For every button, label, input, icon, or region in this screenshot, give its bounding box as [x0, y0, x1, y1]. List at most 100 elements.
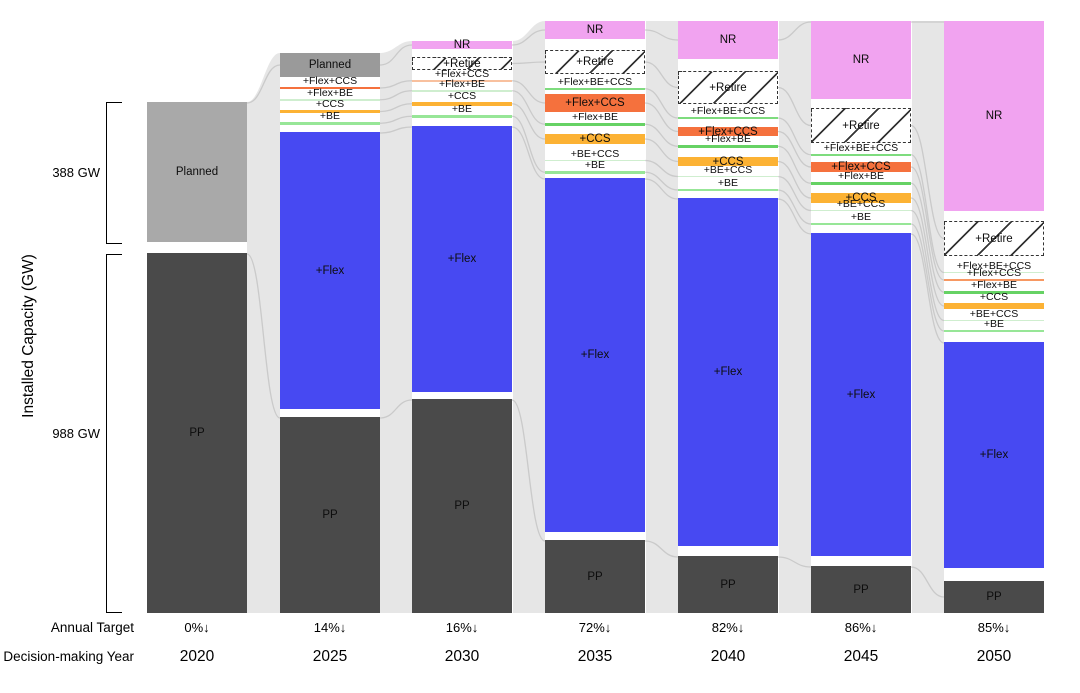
- capacity-988-label: 988 GW: [52, 426, 100, 441]
- segment-2025-flex-be: [280, 99, 380, 101]
- segment-2030-nr: NR: [412, 39, 512, 51]
- segment-2020-pp: PP: [147, 253, 247, 613]
- flow-ribbon-1: [380, 41, 412, 613]
- segment-2025-flex-ccs: [280, 87, 380, 89]
- annual-target-2035: 72%↓: [578, 620, 612, 635]
- segment-2030-ccs: [412, 102, 512, 106]
- segment-label-2025-flex-be: +Flex+BE: [306, 87, 354, 99]
- flow-2025-2030-flex-be: [379, 90, 413, 101]
- segment-2035-ccs: +CCS: [545, 133, 645, 145]
- bracket-388gw: [106, 102, 122, 244]
- flow-2030-2035-pp: [511, 399, 546, 542]
- segment-label-2050-be: +BE: [983, 318, 1005, 330]
- segment-2045-ccs: +CCS: [811, 192, 911, 204]
- flow-2035-2040-flex-ccs: [644, 102, 679, 133]
- decision-year-row-label: Decision-making Year: [3, 649, 134, 664]
- annual-target-2025: 14%↓: [313, 620, 347, 635]
- flow-2040-2045-retire: [777, 86, 812, 127]
- segment-label-2040-be-ccs: +BE+CCS: [703, 164, 753, 176]
- flow-2030-2035-retire: [511, 61, 546, 65]
- segment-label-2025-be: +BE: [319, 110, 341, 122]
- segment-label-2030-be: +BE: [451, 103, 473, 115]
- flow-ribbon-3: [646, 21, 678, 613]
- flow-2040-2045-flex-ccs: [777, 130, 812, 168]
- segment-2045-flex: +Flex: [811, 233, 911, 556]
- flow-2045-2050-pp: [910, 566, 945, 598]
- segment-label-2035-be: +BE: [584, 159, 606, 171]
- annual-target-2030: 16%↓: [445, 620, 479, 635]
- segment-2025-flex: +Flex: [280, 132, 380, 409]
- segment-label-2050-be-ccs: +BE+CCS: [969, 308, 1019, 320]
- segment-2035-flex-be-ccs: [545, 88, 645, 90]
- capacity-388-label: 388 GW: [52, 165, 100, 180]
- segment-2025-planned: Planned: [280, 53, 380, 77]
- segment-label-2045-be-ccs: +BE+CCS: [836, 198, 886, 210]
- annual-target-row-label: Annual Target: [50, 620, 134, 635]
- flow-2035-2040-be-ccs: [644, 159, 679, 178]
- segment-2045-flex-be-ccs: [811, 154, 911, 156]
- segment-2050-flex-ccs: [944, 279, 1044, 281]
- flow-2040-2045-be: [777, 189, 812, 225]
- segment-label-2035-flex-be-ccs: +Flex+BE+CCS: [557, 76, 633, 88]
- segment-2050-be: [944, 330, 1044, 332]
- segment-2045-pp: PP: [811, 566, 911, 613]
- segment-label-2050-flex-be-ccs: +Flex+BE+CCS: [956, 260, 1032, 272]
- segment-label-2030-flex-ccs: +Flex+CCS: [434, 68, 490, 80]
- annual-target-2040: 82%↓: [711, 620, 745, 635]
- segment-2030-pp: PP: [412, 399, 512, 613]
- segment-2050-be-ccs: [944, 320, 1044, 321]
- flow-2025-2030-planned: [379, 44, 413, 66]
- segment-label-2050-flex-ccs: +Flex+CCS: [966, 267, 1022, 279]
- decision-year-2040: 2040: [710, 648, 746, 665]
- segment-2035-flex: +Flex: [545, 178, 645, 532]
- segment-2050-ccs: [944, 303, 1044, 309]
- segment-label-2040-flex-be: +Flex+BE: [704, 133, 752, 145]
- segment-2045-be: [811, 223, 911, 225]
- segment-2035-pp: PP: [545, 540, 645, 613]
- bracket-988gw: [106, 254, 122, 613]
- segment-label-2025-flex-ccs: +Flex+CCS: [302, 75, 358, 87]
- segment-2040-flex-be: [678, 145, 778, 148]
- segment-2040-nr: NR: [678, 21, 778, 59]
- segment-label-2030-ccs: +CCS: [447, 90, 477, 102]
- flow-2030-2035-ccs: [511, 103, 546, 140]
- flow-2025-2030-ccs: [379, 103, 413, 113]
- segment-2025-ccs: [280, 110, 380, 113]
- segment-2035-be-ccs: [545, 160, 645, 161]
- segment-2030-flex: +Flex: [412, 126, 512, 392]
- segment-2045-nr: NR: [811, 21, 911, 99]
- segment-2045-be-ccs: [811, 210, 911, 211]
- segment-2030-flex-be: [412, 90, 512, 92]
- flow-2035-2040-pp: [644, 540, 679, 558]
- segment-2040-ccs: +CCS: [678, 156, 778, 168]
- flow-2030-2035-flex-be: [511, 90, 546, 125]
- flow-2035-2040-flex-be-ccs: [644, 88, 679, 119]
- segment-label-2050-ccs: +CCS: [979, 291, 1009, 303]
- segment-2025-pp: PP: [280, 417, 380, 613]
- segment-2045-flex-be: [811, 182, 911, 185]
- flow-2030-2035-flex-ccs: [511, 80, 546, 104]
- flow-2025-2030-be: [379, 115, 413, 124]
- flow-2035-2040-flex-be: [644, 123, 679, 147]
- segment-2020-planned: Planned: [147, 102, 247, 242]
- segment-2040-be: [678, 189, 778, 191]
- flow-2045-2050-flex-be: [910, 182, 945, 293]
- segment-2030-flex-ccs: [412, 80, 512, 82]
- segment-2045-flex-ccs: +Flex+CCS: [811, 161, 911, 173]
- flow-2045-2050-be: [910, 223, 945, 332]
- segment-2030-be: [412, 115, 512, 118]
- flow-2045-2050-flex-be-ccs: [910, 154, 945, 274]
- segment-2040-be-ccs: [678, 176, 778, 177]
- segment-2045-retire: +Retire: [811, 108, 911, 143]
- flow-2045-2050-flex-ccs: [910, 166, 945, 281]
- segment-2035-nr: NR: [545, 21, 645, 39]
- segment-2050-flex: +Flex: [944, 342, 1044, 568]
- segment-2035-retire: +Retire: [545, 50, 645, 74]
- decision-year-2050: 2050: [976, 648, 1012, 665]
- flow-2040-2045-nr: [777, 21, 812, 41]
- flow-2045-2050-ccs: [910, 197, 945, 307]
- segment-2040-retire: +Retire: [678, 71, 778, 104]
- flow-2020-2025-planned: [246, 64, 281, 104]
- flow-2040-2045-flex-be-ccs: [777, 117, 812, 156]
